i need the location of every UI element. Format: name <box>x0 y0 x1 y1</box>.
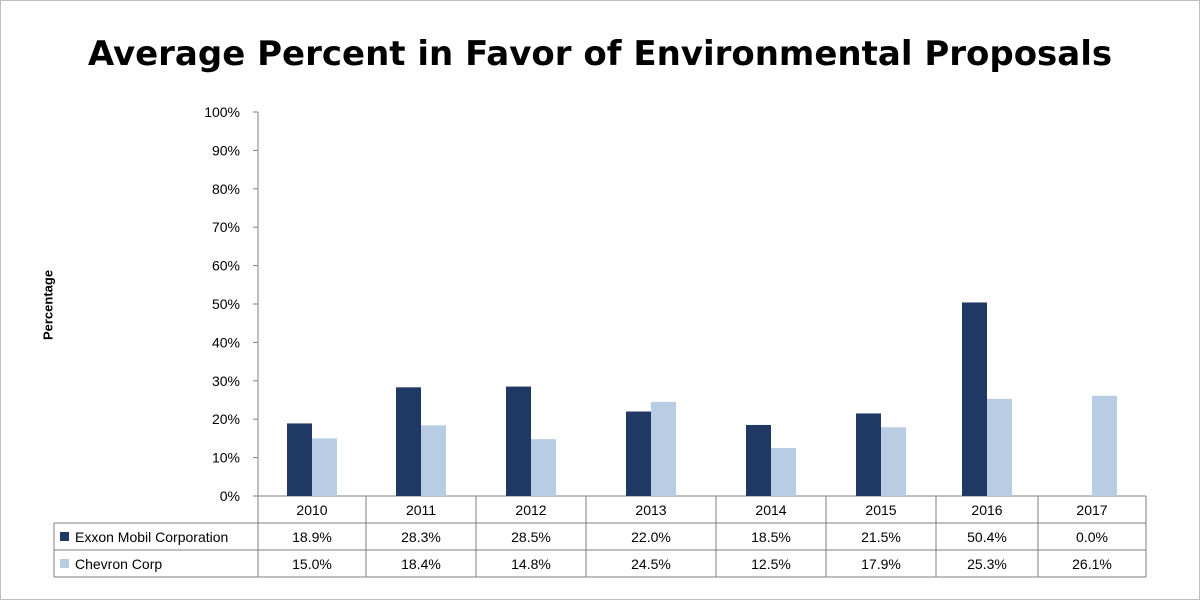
data-label: 12.5% <box>751 556 791 572</box>
bars <box>287 302 1117 496</box>
data-label: 15.0% <box>292 556 332 572</box>
x-tick-label: 2011 <box>406 502 436 518</box>
x-tick-label: 2017 <box>1076 502 1107 518</box>
legend-swatch <box>60 532 69 541</box>
y-tick-label: 50% <box>212 296 240 312</box>
data-label: 25.3% <box>967 556 1007 572</box>
y-tick-label: 10% <box>212 450 240 466</box>
bar <box>506 386 531 496</box>
x-tick-label: 2014 <box>755 502 786 518</box>
bar <box>531 439 556 496</box>
bar <box>626 411 651 496</box>
bar <box>1092 395 1117 496</box>
bar <box>962 302 987 496</box>
bar <box>312 438 337 496</box>
bar <box>746 424 771 496</box>
bar <box>771 448 796 496</box>
y-tick-label: 30% <box>212 373 240 389</box>
y-tick-label: 60% <box>212 258 240 274</box>
legend-swatch <box>60 559 69 568</box>
data-label: 0.0% <box>1076 529 1108 545</box>
data-label: 28.5% <box>511 529 551 545</box>
legend-label: Chevron Corp <box>75 556 162 572</box>
x-tick-label: 2010 <box>296 502 327 518</box>
data-label: 18.5% <box>751 529 791 545</box>
bar <box>856 413 881 496</box>
data-label: 14.8% <box>511 556 551 572</box>
chart-title: Average Percent in Favor of Environmenta… <box>87 34 1113 74</box>
legend-label: Exxon Mobil Corporation <box>75 529 228 545</box>
data-label: 21.5% <box>861 529 901 545</box>
bar <box>396 387 421 496</box>
y-tick-label: 100% <box>204 104 240 120</box>
data-table: 2010 2011 2012 2013 2014 2015 2016 2017 Exxon Mo… <box>53 496 1147 578</box>
y-tick-label: 20% <box>212 411 240 427</box>
data-label: 22.0% <box>631 529 671 545</box>
bar <box>987 398 1012 496</box>
y-tick-label: 40% <box>212 334 240 350</box>
data-label: 28.3% <box>401 529 441 545</box>
data-label: 24.5% <box>631 556 671 572</box>
x-tick-label: 2015 <box>865 502 896 518</box>
data-label: 26.1% <box>1072 556 1112 572</box>
data-label: 50.4% <box>967 529 1007 545</box>
data-label: 18.4% <box>401 556 441 572</box>
data-label: 17.9% <box>861 556 901 572</box>
bar <box>421 425 446 496</box>
x-tick-label: 2016 <box>971 502 1002 518</box>
bar <box>881 427 906 496</box>
y-tick-label: 70% <box>212 219 240 235</box>
data-label: 18.9% <box>292 529 332 545</box>
y-tick-label: 0% <box>220 488 240 504</box>
y-tick-label: 80% <box>212 181 240 197</box>
x-tick-label: 2013 <box>635 502 666 518</box>
bar <box>287 423 312 496</box>
x-tick-label: 2012 <box>515 502 546 518</box>
bar <box>651 401 676 496</box>
y-tick-label: 90% <box>212 142 240 158</box>
